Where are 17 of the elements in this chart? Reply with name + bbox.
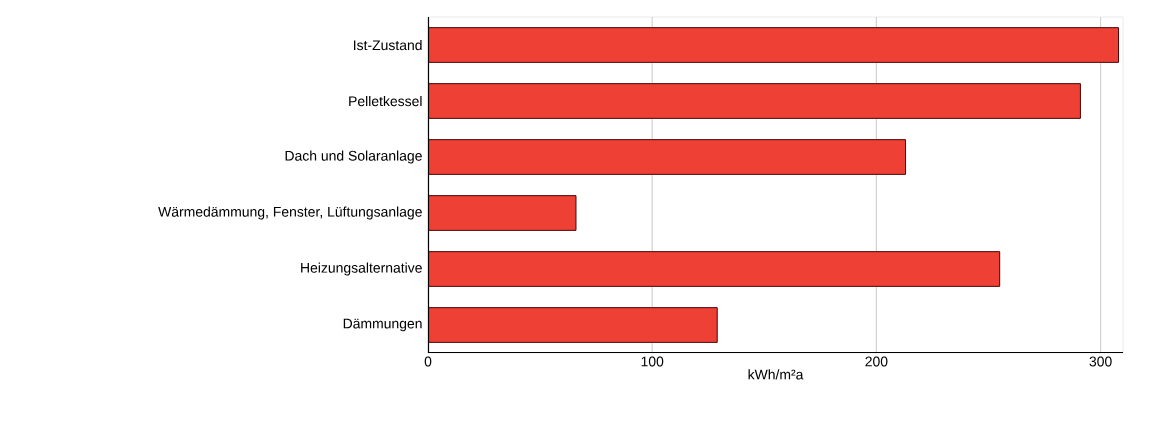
x-tick-label: 0 <box>424 356 432 367</box>
y-tick-label: Dämmungen <box>343 318 422 332</box>
bar <box>428 139 907 175</box>
x-tick-label: 300 <box>1089 356 1112 367</box>
x-tick-label: 100 <box>641 356 664 367</box>
y-tick-label: Heizungsalternative <box>301 262 422 276</box>
y-tick-label: Pelletkessel <box>349 95 422 107</box>
y-tick-label: Wärmedämmung, Fenster, Lüftungsanlage <box>158 206 422 220</box>
bar <box>428 195 577 231</box>
bar <box>428 27 1120 63</box>
x-axis-title: kWh/m²a <box>748 369 804 380</box>
bar <box>428 251 1001 287</box>
y-tick-label: Ist-Zustand <box>354 39 422 51</box>
bar <box>428 307 718 343</box>
x-tick-label: 200 <box>865 356 888 367</box>
bar <box>428 83 1081 119</box>
y-tick-label: Dach und Solaranlage <box>285 150 422 164</box>
